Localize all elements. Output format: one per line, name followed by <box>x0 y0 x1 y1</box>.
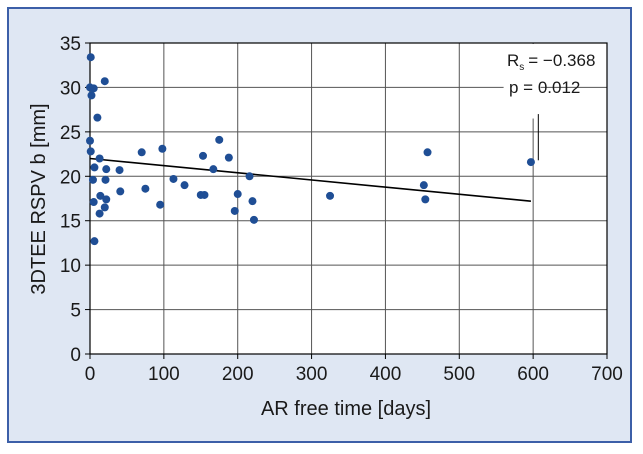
data-point <box>421 195 430 204</box>
x-tick-label: 0 <box>85 364 96 385</box>
data-point <box>115 166 124 175</box>
data-point <box>100 203 109 212</box>
data-point <box>93 113 102 122</box>
data-point <box>141 184 150 193</box>
data-point <box>100 77 109 86</box>
data-point <box>526 158 535 167</box>
x-tick-label: 700 <box>591 364 623 385</box>
x-tick-label: 600 <box>517 364 549 385</box>
y-tick-label: 20 <box>60 167 81 188</box>
data-point <box>156 200 165 209</box>
data-point <box>215 135 224 144</box>
rs-annotation: Rs = −0.368 <box>507 51 595 73</box>
data-point <box>101 175 110 184</box>
data-point <box>102 195 111 204</box>
data-point <box>224 153 233 162</box>
data-point <box>230 206 239 215</box>
data-point <box>86 136 94 145</box>
data-point <box>86 147 95 156</box>
x-axis-title: AR free time [days] <box>261 398 431 420</box>
x-tick-label: 500 <box>443 364 475 385</box>
data-point <box>199 151 208 160</box>
y-tick-label: 25 <box>60 123 81 144</box>
x-tick-label: 200 <box>222 364 254 385</box>
plot-border <box>89 42 608 355</box>
data-point <box>137 148 146 157</box>
data-point <box>116 187 125 196</box>
y-tick-label: 30 <box>60 78 81 99</box>
data-point <box>89 84 98 93</box>
data-point <box>423 148 432 157</box>
y-tick-label: 35 <box>60 34 81 55</box>
data-point <box>200 190 209 199</box>
y-tick-labels: 0 5 10 15 20 25 30 35 <box>60 34 81 366</box>
y-tick-label: 5 <box>70 301 81 322</box>
data-point <box>89 198 98 207</box>
data-point <box>169 174 178 183</box>
y-tick-label: 0 <box>70 345 81 366</box>
regression-line <box>89 157 532 202</box>
data-point <box>326 191 335 200</box>
annotation-box <box>503 44 541 119</box>
data-point <box>95 154 104 163</box>
axis-ticks <box>85 42 608 359</box>
data-point <box>209 165 218 174</box>
data-point <box>86 53 95 62</box>
plot-outline <box>89 42 608 355</box>
x-tick-label: 100 <box>148 364 180 385</box>
data-point <box>419 181 428 190</box>
data-point <box>248 197 257 206</box>
data-point <box>95 209 104 218</box>
data-point <box>90 163 99 172</box>
data-point <box>88 175 97 184</box>
y-axis-title: 3DTEE RSPV b [mm] <box>28 103 50 294</box>
y-tick-label: 15 <box>60 212 81 233</box>
y-tick-label: 10 <box>60 256 81 277</box>
data-point <box>180 181 189 190</box>
data-point <box>233 190 242 199</box>
x-tick-labels: 0 100 200 300 400 500 600 700 <box>85 364 623 385</box>
data-point <box>245 172 254 181</box>
data-points <box>86 53 535 246</box>
x-tick-label: 400 <box>370 364 402 385</box>
data-point <box>87 91 96 100</box>
data-point <box>96 191 105 200</box>
p-value-annotation: p = 0.012 <box>509 78 580 97</box>
data-point <box>102 165 111 174</box>
x-tick-label: 300 <box>296 364 328 385</box>
data-point <box>90 237 99 246</box>
data-point <box>158 144 167 153</box>
data-point <box>249 215 258 224</box>
